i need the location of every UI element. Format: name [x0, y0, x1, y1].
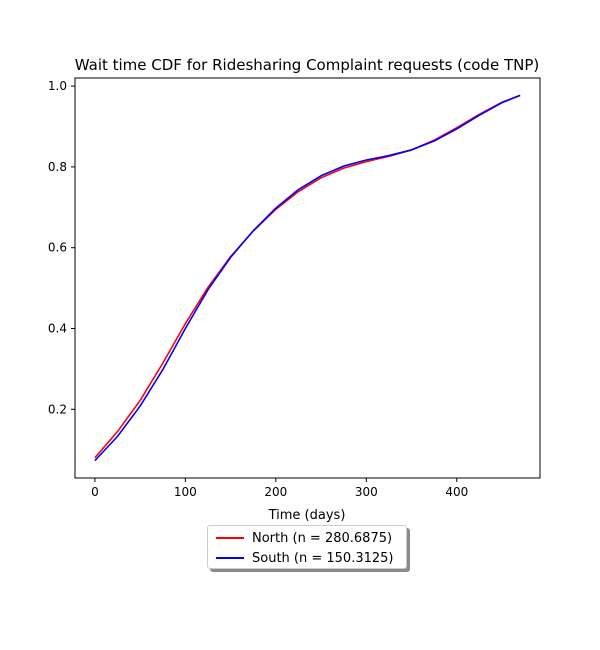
x-tick-label: 100: [174, 485, 197, 499]
series-line-1: [94, 94, 521, 462]
chart-title: Wait time CDF for Ridesharing Complaint …: [75, 56, 539, 74]
x-tick-label: 0: [91, 485, 99, 499]
y-tick-label: 1.0: [48, 79, 67, 93]
y-tick-label: 0.8: [48, 160, 67, 174]
x-axis-ticks: 0 100 200 300 400: [91, 478, 468, 499]
y-tick-label: 0.2: [48, 402, 67, 416]
x-axis-label: Time (days): [268, 508, 346, 523]
legend: North (n = 280.6875) South (n = 150.3125…: [207, 525, 407, 569]
y-axis-ticks: 0.2 0.4 0.6 0.8 1.0: [48, 79, 75, 416]
x-tick-label: 400: [445, 485, 468, 499]
y-tick-label: 0.6: [48, 241, 67, 255]
legend-label-north: North (n = 280.6875): [252, 530, 393, 546]
x-tick-label: 200: [264, 485, 287, 499]
x-tick-label: 300: [355, 485, 378, 499]
legend-item-south: South (n = 150.3125): [216, 548, 393, 568]
legend-label-south: South (n = 150.3125): [252, 550, 394, 566]
legend-item-north: North (n = 280.6875): [216, 528, 392, 548]
legend-swatch-south: [216, 557, 244, 559]
legend-swatch-north: [216, 537, 244, 539]
y-tick-label: 0.4: [48, 322, 67, 336]
series-lines: [94, 94, 521, 462]
series-line-0: [94, 94, 521, 459]
plot-area: [74, 77, 541, 479]
